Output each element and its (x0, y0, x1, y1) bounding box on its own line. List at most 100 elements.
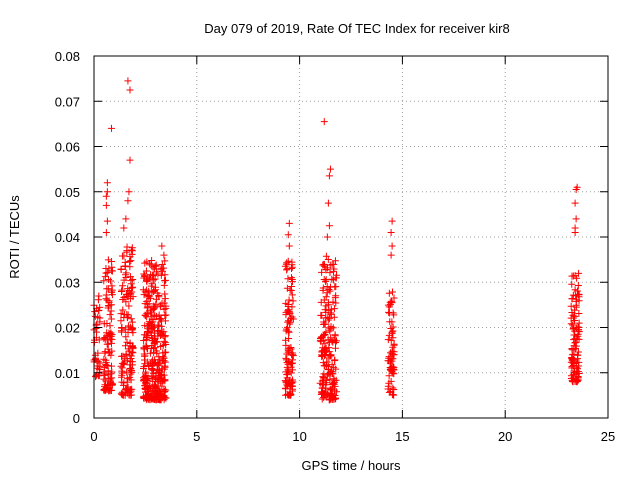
data-point (288, 261, 296, 269)
data-point (100, 334, 108, 342)
data-point (107, 301, 115, 309)
data-point (323, 233, 331, 241)
data-point (123, 378, 131, 386)
data-point (384, 385, 392, 393)
data-point (161, 276, 169, 284)
data-point (162, 311, 170, 319)
data-point (387, 336, 395, 344)
data-point (103, 217, 111, 225)
data-point (161, 290, 169, 298)
data-point (331, 294, 339, 302)
data-point (326, 269, 334, 277)
data-point (388, 242, 396, 250)
data-point (141, 352, 149, 360)
data-point (161, 363, 169, 371)
data-point (151, 283, 159, 291)
data-point (123, 310, 131, 318)
data-point (106, 311, 114, 319)
data-point (288, 282, 296, 290)
data-point (117, 317, 125, 325)
data-point (107, 339, 115, 347)
data-point (571, 335, 579, 343)
data-point (107, 315, 115, 323)
data-point (571, 306, 579, 314)
data-point (154, 270, 162, 278)
data-point (160, 376, 168, 384)
data-point (572, 338, 580, 346)
data-point (104, 332, 112, 340)
data-point (128, 244, 136, 252)
data-point (322, 252, 330, 260)
data-point (122, 298, 130, 306)
data-point (568, 376, 576, 384)
data-point (284, 257, 292, 265)
data-point (326, 165, 334, 173)
data-point (332, 274, 340, 282)
data-point (151, 396, 159, 404)
data-point (149, 305, 157, 313)
data-point (124, 197, 132, 205)
data-point (160, 365, 168, 373)
data-point (118, 287, 126, 295)
data-point (390, 340, 398, 348)
data-point (141, 271, 149, 279)
data-point (107, 370, 115, 378)
data-point (318, 395, 326, 403)
data-point (285, 296, 293, 304)
data-point (330, 267, 338, 275)
data-point (126, 263, 134, 271)
data-point (107, 124, 115, 132)
data-point (119, 360, 127, 368)
y-tick-label: 0.06 (55, 140, 80, 155)
data-point (325, 222, 333, 230)
data-point (285, 328, 293, 336)
data-point (143, 278, 151, 286)
data-point (96, 366, 104, 374)
y-tick-label: 0.04 (55, 230, 80, 245)
data-point (151, 304, 159, 312)
data-point (108, 267, 116, 275)
data-points (90, 77, 583, 404)
data-point (102, 228, 110, 236)
data-point (325, 348, 333, 356)
data-point (320, 336, 328, 344)
data-point (320, 351, 328, 359)
data-point (574, 351, 582, 359)
data-point (390, 348, 398, 356)
data-point (117, 266, 125, 274)
data-point (147, 344, 155, 352)
data-point (325, 285, 333, 293)
data-point (155, 311, 163, 319)
data-point (148, 365, 156, 373)
data-point (129, 349, 137, 357)
data-point (149, 377, 157, 385)
data-point (126, 156, 134, 164)
data-point (104, 256, 112, 264)
data-point (327, 323, 335, 331)
data-point (324, 366, 332, 374)
data-point (125, 302, 133, 310)
data-point (323, 282, 331, 290)
data-point (101, 348, 109, 356)
data-point (387, 349, 395, 357)
y-axis-label: ROTI / TECUs (7, 195, 22, 279)
data-point (103, 188, 111, 196)
data-point (330, 305, 338, 313)
data-point (330, 375, 338, 383)
axis-ticks: 0 0.01 0.02 0.03 0.04 0.05 0.06 0.07 0.08 0 5 10 15 2… (55, 49, 616, 444)
data-point (161, 271, 169, 279)
data-point (105, 265, 113, 273)
data-point (158, 242, 166, 250)
data-point (120, 224, 128, 232)
data-point (120, 391, 128, 399)
data-point (285, 335, 293, 343)
data-point (108, 257, 116, 265)
data-point (103, 340, 111, 348)
data-point (285, 242, 293, 250)
y-tick-label: 0.01 (55, 366, 80, 381)
data-point (573, 274, 581, 282)
data-point (122, 385, 130, 393)
data-point (159, 342, 167, 350)
data-point (127, 315, 135, 323)
data-point (91, 308, 99, 316)
